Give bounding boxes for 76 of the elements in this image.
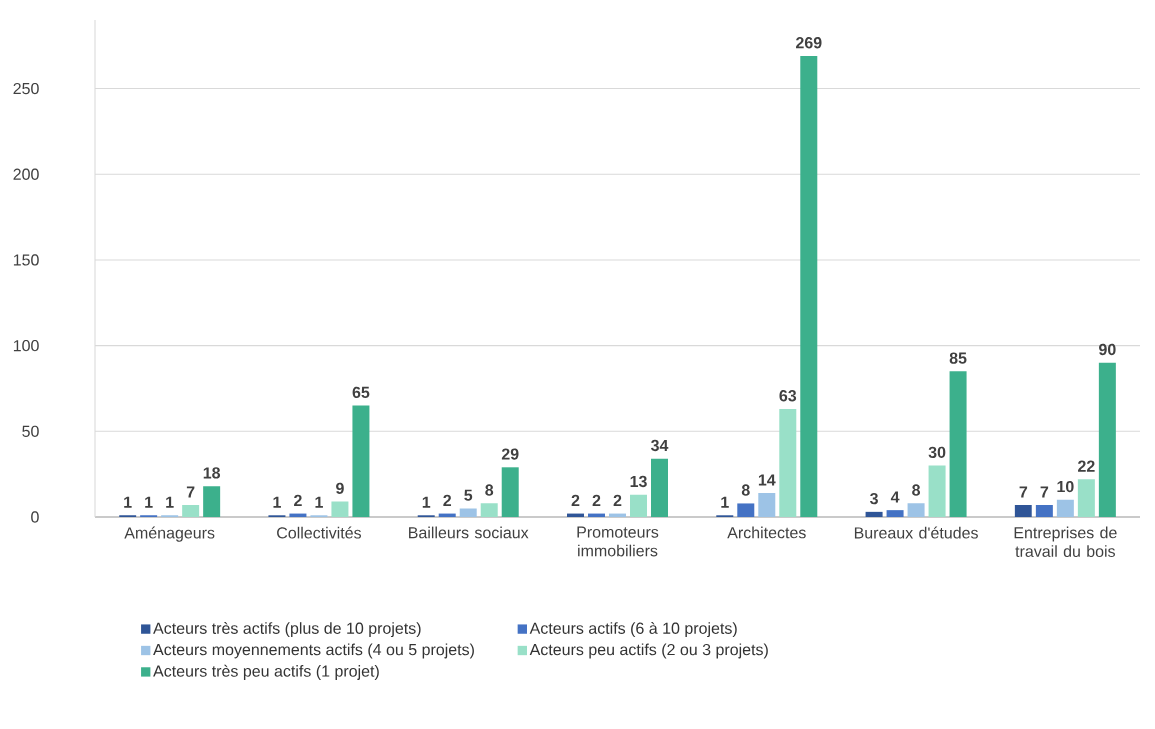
data-label: 13 [630,475,647,488]
bar [886,510,904,517]
data-label: 2 [294,494,302,506]
y-tick-label: 250 [13,82,39,95]
data-label: 9 [336,482,344,494]
data-label: 22 [1078,460,1095,472]
data-label: 1 [315,496,323,508]
y-tick-label: 50 [22,425,39,437]
data-label: 2 [571,494,580,506]
data-label: 90 [1099,343,1116,356]
bar [182,505,200,517]
data-label: 8 [485,484,494,496]
bar [865,511,883,517]
data-label: 85 [949,352,967,364]
legend-label: Acteurs moyennements actifs (4 ou 5 projets) [153,643,474,659]
data-label: 269 [796,37,822,49]
bar [203,486,221,517]
bar [758,493,776,517]
data-label: 3 [870,492,878,505]
y-tick-label: 200 [13,168,39,180]
bar [630,494,647,517]
data-label: 7 [186,486,195,498]
y-tick-label: 150 [13,254,39,266]
data-label: 1 [721,496,729,508]
data-label: 2 [613,494,622,506]
data-label: 1 [124,496,132,508]
data-label: 1 [273,496,281,508]
bar [800,55,818,517]
data-label: 34 [650,439,669,452]
data-label: 30 [928,446,946,458]
data-label: 10 [1057,480,1074,493]
data-label: 2 [443,494,452,506]
legend-label: Acteurs très peu actifs (1 projet) [153,664,379,680]
x-tick-label: Bureaux d'études [854,526,978,539]
x-tick-label: Entreprises de travail du bois [1014,526,1117,558]
data-label: 1 [145,496,153,508]
bar [651,458,668,517]
x-tick-label: Promoteurs immobiliers [577,526,659,557]
y-tick-label: 0 [31,511,39,523]
bar [501,467,519,517]
bar [1035,505,1053,517]
x-tick-label: Collectivités [277,526,362,539]
bar [1077,479,1095,517]
bar [779,409,797,517]
bar [907,503,925,517]
data-label: 2 [592,494,601,506]
data-label: 63 [779,390,797,402]
data-label: 8 [741,484,750,496]
bar [459,508,477,517]
bar [480,503,498,517]
bar [331,501,349,517]
data-label: 65 [352,386,370,398]
bar [737,503,755,517]
x-tick-label: Bailleurs sociaux [409,526,529,539]
data-label: 14 [758,474,776,486]
data-label: 5 [464,489,473,501]
legend-label: Acteurs très actifs (plus de 10 projets) [153,622,421,638]
bar [928,465,946,517]
data-label: 1 [166,496,174,508]
x-tick-label: Aménageurs [124,526,215,542]
bar [352,405,370,517]
bar [1056,499,1074,517]
legend-label: Acteurs peu actifs (2 ou 3 projets) [529,643,768,659]
data-label: 18 [203,467,221,479]
data-label: 4 [890,491,900,503]
y-tick-label: 100 [13,339,39,352]
bar [1014,505,1032,517]
bar [949,371,967,517]
data-label: 7 [1040,486,1049,498]
data-label: 29 [501,448,519,460]
bar [1098,362,1116,517]
data-label: 7 [1019,486,1028,498]
data-label: 1 [422,496,431,508]
legend-label: Acteurs actifs (6 à 10 projets) [529,622,737,638]
data-label: 8 [912,484,921,496]
x-tick-label: Architectes [727,526,806,539]
